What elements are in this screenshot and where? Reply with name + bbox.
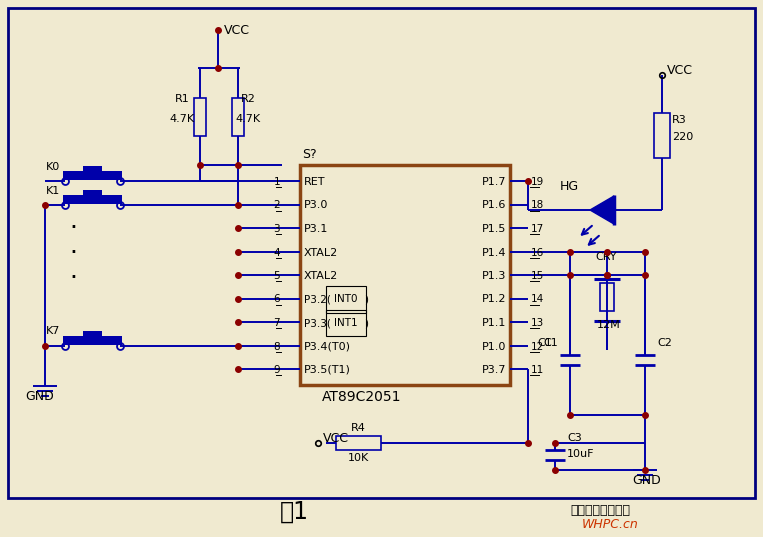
Text: 4.7K: 4.7K — [169, 113, 195, 124]
Text: 220: 220 — [672, 132, 694, 142]
Text: K1: K1 — [46, 185, 60, 195]
Bar — [336, 436, 381, 450]
Text: P3.4(T0): P3.4(T0) — [304, 342, 351, 352]
Polygon shape — [590, 196, 614, 224]
Text: 15: 15 — [531, 271, 544, 281]
Text: XTAL2: XTAL2 — [304, 271, 338, 281]
Text: P1.7: P1.7 — [481, 177, 506, 187]
Text: RET: RET — [304, 177, 326, 187]
Text: C2: C2 — [657, 338, 672, 348]
Bar — [232, 98, 244, 135]
Text: 13: 13 — [531, 318, 544, 328]
Text: C1: C1 — [543, 338, 558, 348]
Bar — [300, 165, 510, 385]
Bar — [194, 98, 206, 135]
Text: C3: C3 — [567, 433, 581, 443]
Text: R3: R3 — [672, 115, 687, 125]
Text: 4: 4 — [273, 248, 280, 258]
Text: VCC: VCC — [224, 25, 250, 38]
Text: P1.3: P1.3 — [481, 271, 506, 281]
Bar — [654, 113, 670, 158]
Bar — [63, 171, 122, 180]
Text: K7: K7 — [46, 326, 60, 337]
Text: K0: K0 — [46, 162, 60, 172]
Text: ·: · — [69, 266, 77, 290]
Text: S?: S? — [302, 148, 317, 161]
Text: P1.6: P1.6 — [481, 200, 506, 211]
Text: 10uF: 10uF — [567, 449, 594, 459]
Bar — [63, 194, 122, 204]
Text: GND: GND — [633, 474, 662, 487]
Bar — [600, 283, 614, 311]
Text: 6: 6 — [273, 294, 280, 304]
Text: R2: R2 — [240, 95, 256, 105]
Text: 9: 9 — [273, 365, 280, 375]
Text: P3.5(T1): P3.5(T1) — [304, 365, 351, 375]
Text: P1.5: P1.5 — [481, 224, 506, 234]
Text: 7: 7 — [273, 318, 280, 328]
Text: INT0: INT0 — [334, 294, 358, 304]
Bar — [83, 330, 102, 336]
Text: WHPC.cn: WHPC.cn — [582, 519, 639, 532]
Text: P1.2: P1.2 — [481, 294, 506, 304]
Text: ): ) — [364, 318, 368, 328]
Text: INT1: INT1 — [334, 318, 358, 328]
Text: HG: HG — [560, 180, 579, 193]
Bar — [83, 190, 102, 194]
Text: CRY: CRY — [595, 252, 617, 262]
Text: ·: · — [69, 216, 77, 240]
Text: R4: R4 — [351, 423, 366, 433]
Text: VCC: VCC — [667, 64, 693, 77]
Text: 4.7K: 4.7K — [236, 113, 260, 124]
Text: C1: C1 — [537, 338, 552, 348]
Text: VCC: VCC — [323, 432, 349, 445]
Text: 11: 11 — [531, 365, 544, 375]
Text: P3.7: P3.7 — [481, 365, 506, 375]
Text: 18: 18 — [531, 200, 544, 211]
Bar — [63, 336, 122, 345]
Text: 10K: 10K — [348, 453, 369, 463]
Text: AT89C2051: AT89C2051 — [322, 390, 401, 404]
Text: 1: 1 — [273, 177, 280, 187]
Text: 8: 8 — [273, 342, 280, 352]
Text: P3.1: P3.1 — [304, 224, 328, 234]
Text: 2: 2 — [273, 200, 280, 211]
Text: P3.2(: P3.2( — [304, 294, 331, 304]
Text: 12M: 12M — [597, 320, 621, 330]
Text: 图1: 图1 — [280, 500, 309, 524]
Text: P3.0: P3.0 — [304, 200, 328, 211]
Bar — [83, 166, 102, 171]
Text: 16: 16 — [531, 248, 544, 258]
Text: ·: · — [69, 241, 77, 265]
Text: 5: 5 — [273, 271, 280, 281]
Text: 3: 3 — [273, 224, 280, 234]
Text: XTAL2: XTAL2 — [304, 248, 338, 258]
Text: P3.3(: P3.3( — [304, 318, 331, 328]
Text: GND: GND — [26, 389, 54, 403]
Text: R1: R1 — [175, 95, 189, 105]
Text: 19: 19 — [531, 177, 544, 187]
Text: P1.0: P1.0 — [481, 342, 506, 352]
Text: P1.1: P1.1 — [481, 318, 506, 328]
Text: 14: 14 — [531, 294, 544, 304]
Text: 17: 17 — [531, 224, 544, 234]
Text: ): ) — [364, 294, 368, 304]
Text: 电子制作天地收藏: 电子制作天地收藏 — [570, 504, 630, 517]
Text: 12: 12 — [531, 342, 544, 352]
Text: P1.4: P1.4 — [481, 248, 506, 258]
